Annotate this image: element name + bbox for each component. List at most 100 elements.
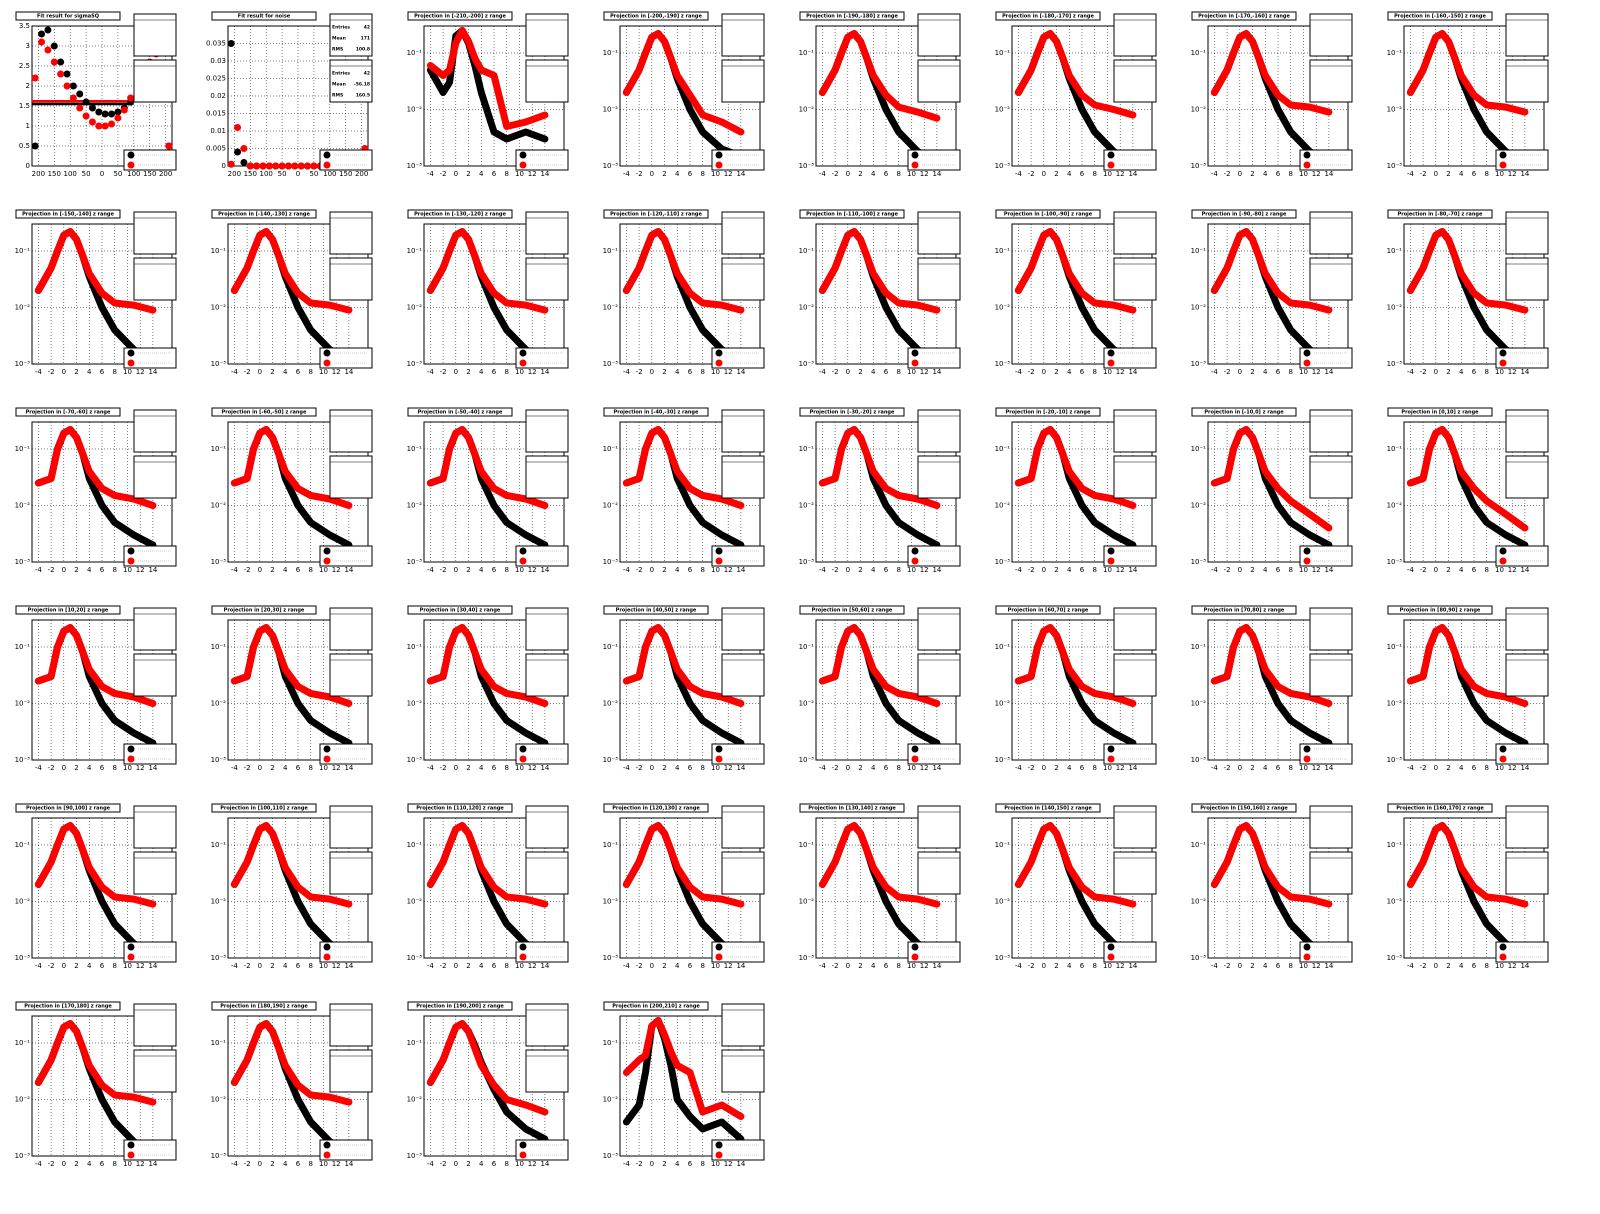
x-tick-label: 12 <box>920 962 929 970</box>
x-tick-label: 4 <box>675 170 680 178</box>
x-tick-label: 6 <box>100 1160 105 1168</box>
x-tick-label: 14 <box>1324 566 1333 574</box>
legend-marker <box>1303 547 1311 555</box>
x-tick-label: 8 <box>308 368 312 376</box>
series-line <box>622 30 745 136</box>
title-box <box>211 605 317 615</box>
x-tick-label: 0 <box>1238 566 1242 574</box>
x-tick-label: 14 <box>1128 566 1137 574</box>
x-tick-label: 2 <box>858 962 862 970</box>
stats-box <box>525 1003 569 1047</box>
legend-marker <box>1107 557 1115 565</box>
series-line <box>1406 426 1529 532</box>
series-line <box>426 27 549 130</box>
stats-box <box>1309 59 1353 103</box>
x-tick-label: 4 <box>479 764 484 772</box>
data-point <box>101 122 109 130</box>
chart-title: Projection in [-10,0] z range <box>1204 410 1284 416</box>
stats-box <box>525 257 569 301</box>
x-tick-label: 8 <box>1288 170 1292 178</box>
series-line <box>1014 822 1137 908</box>
series-line <box>818 426 941 509</box>
x-tick-label: 6 <box>688 566 693 574</box>
title-box <box>995 803 1101 813</box>
x-tick-label: 10 <box>319 764 328 772</box>
x-tick-label: 6 <box>492 962 497 970</box>
y-tick-label: 10⁻² <box>15 501 31 509</box>
stats-box <box>721 409 765 453</box>
chart-title: Projection in [150,160] z range <box>1200 806 1288 812</box>
y-tick-label: 10⁻³ <box>603 1152 619 1160</box>
x-tick-label: 0 <box>62 368 66 376</box>
legend-marker <box>1499 547 1507 555</box>
x-tick-label: 4 <box>1263 962 1268 970</box>
data-point <box>310 162 318 170</box>
series-line <box>34 426 157 509</box>
x-tick-label: 6 <box>100 566 105 574</box>
y-tick-label: 0.015 <box>206 110 226 118</box>
x-tick-label: -2 <box>48 368 55 376</box>
x-tick-label: 10 <box>711 764 720 772</box>
x-tick-label: 10 <box>1103 170 1112 178</box>
x-tick-label: 4 <box>479 962 484 970</box>
x-tick-label: 0 <box>1042 368 1046 376</box>
y-tick-label: 10⁻¹ <box>15 1039 31 1047</box>
legend-marker <box>1303 161 1311 169</box>
x-tick-label: 6 <box>1276 566 1281 574</box>
title-box <box>407 11 513 21</box>
legend-marker <box>1499 745 1507 753</box>
legend-marker <box>911 953 919 961</box>
title-box <box>407 803 513 813</box>
y-tick-label: 10⁻² <box>407 1095 423 1103</box>
x-tick-label: 0 <box>258 764 262 772</box>
x-tick-label: -4 <box>819 962 827 970</box>
y-tick-label: 10⁻² <box>1387 105 1403 113</box>
legend-marker <box>911 557 919 565</box>
x-tick-label: -4 <box>819 566 827 574</box>
y-tick-label: 10⁻¹ <box>211 841 227 849</box>
series-line <box>230 228 353 314</box>
stats-key: RMS <box>332 93 343 99</box>
data-point <box>234 124 242 131</box>
x-tick-label: 12 <box>920 368 929 376</box>
x-tick-label: 2 <box>1446 566 1450 574</box>
y-tick-label: 10⁻¹ <box>1191 247 1207 255</box>
legend-marker <box>911 151 919 159</box>
series-line <box>426 822 549 908</box>
chart-title: Projection in [160,170] z range <box>1396 806 1484 812</box>
legend-marker <box>715 745 723 753</box>
x-tick-label: 10 <box>515 170 524 178</box>
x-tick-label: -4 <box>1015 764 1023 772</box>
x-tick-label: 0 <box>846 170 850 178</box>
x-tick-label: 4 <box>479 368 484 376</box>
x-tick-label: 2 <box>270 566 274 574</box>
x-tick-label: 12 <box>528 170 537 178</box>
series-line <box>1406 624 1529 707</box>
y-tick-label: 0.005 <box>206 145 226 153</box>
series-line <box>622 624 745 707</box>
x-tick-label: 8 <box>1484 170 1488 178</box>
stats-box <box>525 607 569 651</box>
x-tick-label: 10 <box>907 764 916 772</box>
stats-box <box>1113 805 1157 849</box>
x-tick-label: 2 <box>270 1160 274 1168</box>
stats-box <box>1505 455 1549 499</box>
x-tick-label: 8 <box>504 1160 508 1168</box>
legend-marker <box>715 943 723 951</box>
x-tick-label: 12 <box>1116 170 1125 178</box>
x-tick-label: 6 <box>688 1160 693 1168</box>
x-tick-label: 8 <box>700 962 704 970</box>
legend-marker <box>519 1151 527 1159</box>
x-tick-label: -2 <box>48 566 55 574</box>
chart-title: Projection in [40,50] z range <box>616 608 697 614</box>
stats-box <box>1505 805 1549 849</box>
x-tick-label: -4 <box>1015 962 1023 970</box>
y-tick-label: 10⁻¹ <box>1191 445 1207 453</box>
x-tick-label: 2 <box>662 368 666 376</box>
chart-title: Projection in [-190,-180] z range <box>806 14 898 20</box>
x-tick-label: 12 <box>1312 170 1321 178</box>
y-tick-label: 10⁻² <box>1387 501 1403 509</box>
stats-box <box>1309 851 1353 895</box>
x-tick-label: 6 <box>296 764 301 772</box>
legend-marker <box>1107 943 1115 951</box>
